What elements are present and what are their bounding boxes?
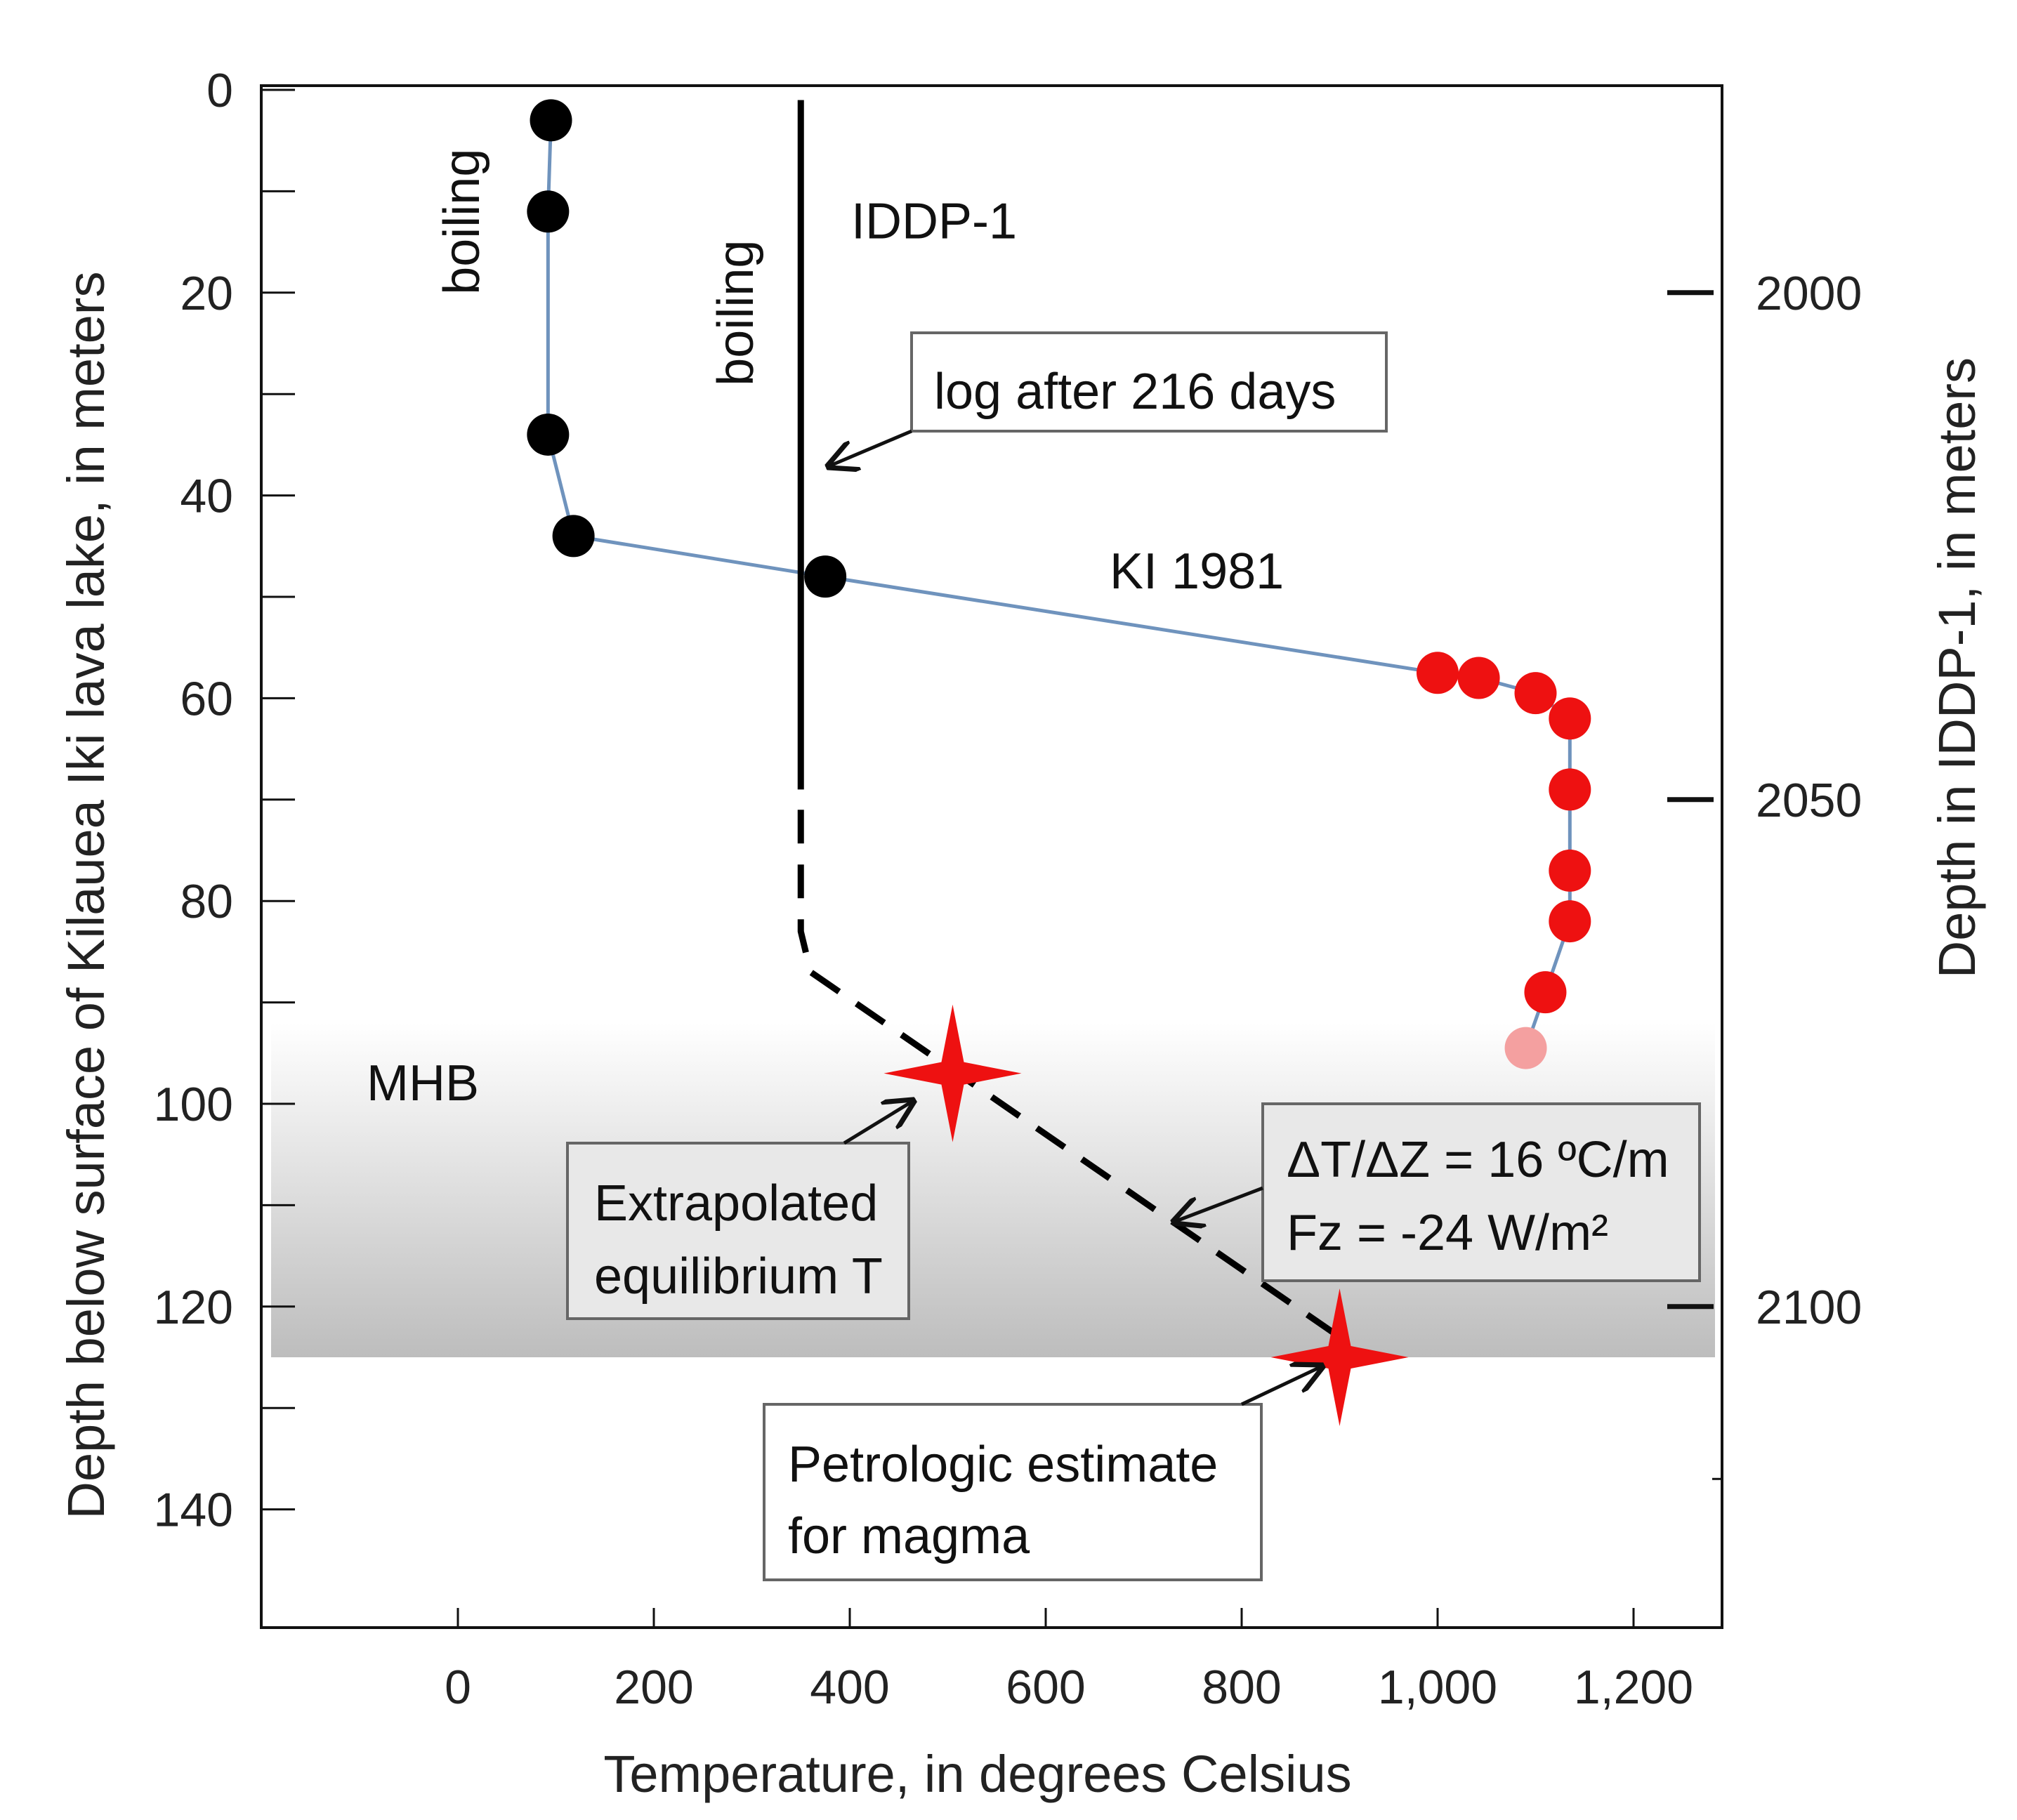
data-point <box>530 99 572 142</box>
y-tick-label: 0 <box>206 64 233 117</box>
log-label-box <box>910 331 1388 433</box>
gradient-line-1: ΔT/ΔZ = 16 ºC/m <box>1287 1132 1669 1188</box>
mhb-label: MHB <box>367 1055 479 1112</box>
data-point <box>1549 900 1591 943</box>
x-tick-label: 800 <box>1202 1661 1281 1714</box>
x-tick-label: 1,000 <box>1378 1661 1497 1714</box>
x-axis-title: Temperature, in degrees Celsius <box>603 1745 1351 1803</box>
gradient-line-2: Fz = -24 W/m² <box>1287 1205 1608 1261</box>
x-tick-label: 400 <box>810 1661 889 1714</box>
gradient-box <box>1261 1102 1701 1282</box>
data-point <box>527 413 570 456</box>
data-point <box>1549 697 1591 740</box>
data-points <box>527 99 1591 1069</box>
y-tick-label: 20 <box>180 267 233 320</box>
petrologic-line-2: for magma <box>788 1508 1030 1564</box>
y-tick-label: 140 <box>154 1484 233 1537</box>
data-point <box>1457 657 1500 699</box>
data-point <box>1549 768 1591 811</box>
boiling-label-1: boiling <box>434 149 490 295</box>
data-point <box>1549 849 1591 892</box>
data-point <box>527 190 570 233</box>
extrapolated-line-2: equilibrium T <box>594 1248 883 1305</box>
extrapolated-line-1: Extrapolated <box>594 1175 878 1232</box>
star-marker <box>1270 1288 1409 1426</box>
data-point <box>1514 672 1557 715</box>
iddp-1-label: IDDP-1 <box>851 194 1017 250</box>
data-point <box>804 555 847 598</box>
data-point <box>1504 1027 1547 1069</box>
extrapolated-arrow <box>843 1101 913 1145</box>
gradient-arrow <box>1174 1186 1263 1222</box>
y-axis-title: Depth below surface of Kilauea Iki lava … <box>57 272 115 1519</box>
ki-1981-line <box>546 120 1572 1049</box>
data-point <box>1524 971 1567 1014</box>
y-tick-label: 40 <box>180 470 233 523</box>
log-arrow <box>829 429 912 466</box>
y-tick-label: 80 <box>180 875 233 928</box>
right-tick-label: 2100 <box>1756 1281 1862 1334</box>
y-tick-label: 120 <box>154 1281 233 1334</box>
x-tick-label: 600 <box>1006 1661 1085 1714</box>
petrologic-line-1: Petrologic estimate <box>788 1437 1218 1493</box>
extrapolated-box <box>566 1142 910 1320</box>
x-tick-label: 0 <box>445 1661 471 1714</box>
star-markers <box>883 1004 1409 1426</box>
data-point <box>1417 652 1459 694</box>
right-tick-label: 2050 <box>1756 774 1862 827</box>
petrologic-box <box>763 1403 1263 1581</box>
right-tick-label: 2000 <box>1756 267 1862 320</box>
iddp-1-dashed-line <box>797 810 1342 1340</box>
y-tick-label: 60 <box>180 672 233 725</box>
x-tick-label: 1,200 <box>1574 1661 1693 1714</box>
plot-frame <box>260 84 1723 1629</box>
log-after-label: log after 216 days <box>934 364 1336 420</box>
axes: 0 200 400 600 800 1,000 1,200 0 20 40 60 80 100 120 14… <box>154 64 1862 1714</box>
petrologic-arrow <box>1240 1366 1322 1406</box>
ki-1981-label: KI 1981 <box>1110 543 1284 600</box>
y-tick-label: 100 <box>154 1078 233 1131</box>
y-axis-right-title: Depth in IDDP-1, in meters <box>1928 357 1986 978</box>
boiling-label-2: boiling <box>708 240 764 386</box>
star-marker <box>883 1004 1022 1142</box>
data-point <box>552 515 595 558</box>
x-tick-label: 200 <box>614 1661 693 1714</box>
